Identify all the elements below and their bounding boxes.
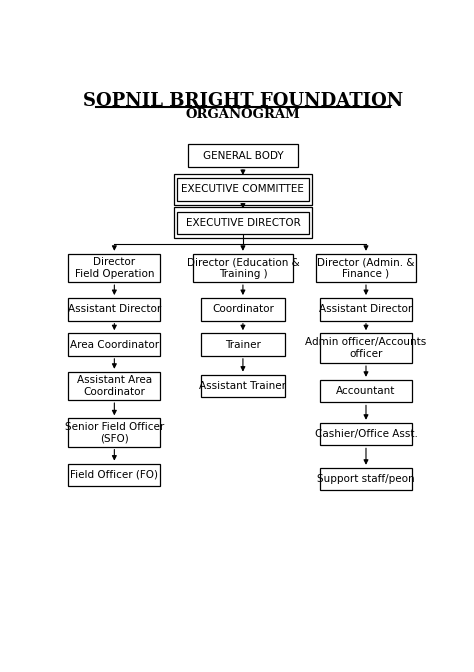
Text: Trainer: Trainer: [225, 339, 261, 349]
Text: Assistant Director: Assistant Director: [319, 304, 412, 314]
Text: Cashier/Office Asst.: Cashier/Office Asst.: [315, 429, 418, 439]
FancyBboxPatch shape: [320, 298, 412, 321]
Text: Admin officer/Accounts
officer: Admin officer/Accounts officer: [305, 337, 427, 359]
Text: Director (Education &
Training ): Director (Education & Training ): [187, 257, 299, 279]
Text: Director
Field Operation: Director Field Operation: [74, 257, 154, 279]
Text: Area Coordinator: Area Coordinator: [70, 339, 159, 349]
FancyBboxPatch shape: [320, 333, 412, 363]
FancyBboxPatch shape: [177, 178, 309, 201]
Text: Director (Admin. &
Finance ): Director (Admin. & Finance ): [317, 257, 415, 279]
Text: ORGANOGRAM: ORGANOGRAM: [185, 108, 301, 121]
FancyBboxPatch shape: [177, 212, 309, 235]
Text: Senior Field Officer
(SFO): Senior Field Officer (SFO): [65, 422, 164, 444]
Text: EXECUTIVE COMMITTEE: EXECUTIVE COMMITTEE: [182, 184, 304, 194]
Text: SOPNIL BRIGHT FOUNDATION: SOPNIL BRIGHT FOUNDATION: [83, 92, 403, 110]
FancyBboxPatch shape: [193, 254, 292, 282]
FancyBboxPatch shape: [320, 380, 412, 403]
Text: Field Officer (FO): Field Officer (FO): [70, 470, 158, 480]
FancyBboxPatch shape: [320, 423, 412, 446]
Text: Assistant Area
Coordinator: Assistant Area Coordinator: [77, 375, 152, 396]
Text: Assistant Director: Assistant Director: [68, 304, 161, 314]
Text: Assistant Trainer: Assistant Trainer: [200, 381, 286, 391]
FancyBboxPatch shape: [201, 298, 285, 321]
FancyBboxPatch shape: [201, 374, 285, 397]
Text: GENERAL BODY: GENERAL BODY: [202, 151, 283, 161]
Text: Support staff/peon: Support staff/peon: [317, 474, 415, 484]
Text: EXECUTIVE DIRECTOR: EXECUTIVE DIRECTOR: [185, 218, 301, 228]
FancyBboxPatch shape: [68, 418, 160, 447]
Text: Coordinator: Coordinator: [212, 304, 274, 314]
FancyBboxPatch shape: [68, 464, 160, 487]
Text: Accountant: Accountant: [336, 386, 396, 396]
FancyBboxPatch shape: [68, 254, 160, 282]
FancyBboxPatch shape: [188, 144, 298, 167]
FancyBboxPatch shape: [68, 372, 160, 400]
FancyBboxPatch shape: [201, 333, 285, 356]
FancyBboxPatch shape: [68, 298, 160, 321]
FancyBboxPatch shape: [320, 468, 412, 491]
FancyBboxPatch shape: [68, 333, 160, 356]
FancyBboxPatch shape: [316, 254, 416, 282]
